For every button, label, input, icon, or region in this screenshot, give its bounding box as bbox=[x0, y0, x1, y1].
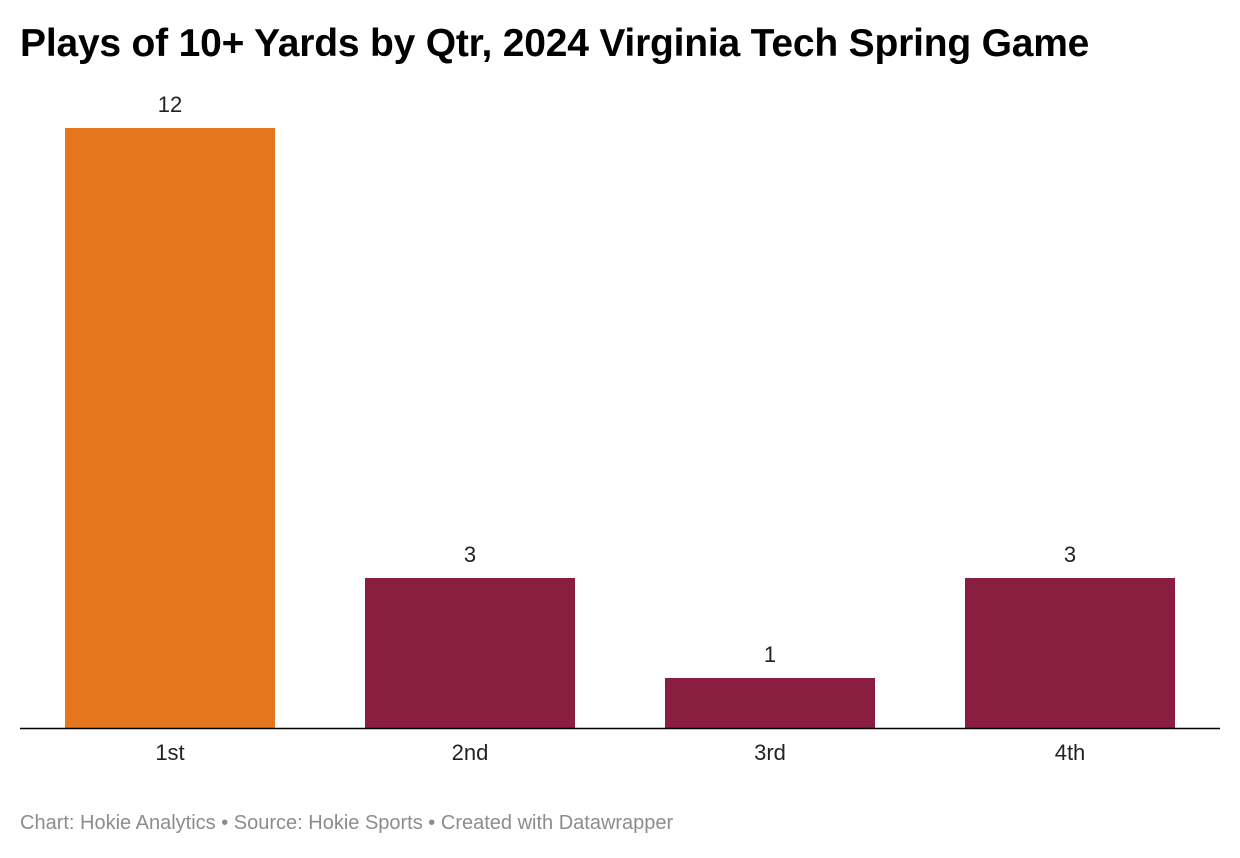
created-with-credit: Created with Datawrapper bbox=[441, 812, 673, 834]
footer-separator-1: • bbox=[216, 812, 234, 834]
value-label-3rd: 1 bbox=[764, 642, 776, 667]
x-tick-label-1st: 1st bbox=[155, 740, 184, 765]
source-credit: Source: Hokie Sports bbox=[234, 812, 423, 834]
x-tick-label-4th: 4th bbox=[1055, 740, 1086, 765]
x-tick-label-2nd: 2nd bbox=[452, 740, 489, 765]
value-label-1st: 12 bbox=[158, 92, 182, 117]
value-label-4th: 3 bbox=[1064, 542, 1076, 567]
bar-1st bbox=[65, 128, 275, 728]
bar-4th bbox=[965, 578, 1175, 728]
x-tick-label-3rd: 3rd bbox=[754, 740, 786, 765]
value-label-2nd: 3 bbox=[464, 542, 476, 567]
bars-group bbox=[65, 128, 1175, 728]
bar-2nd bbox=[365, 578, 575, 728]
chart-credit: Chart: Hokie Analytics bbox=[20, 812, 216, 834]
bar-3rd bbox=[665, 678, 875, 728]
footer-separator-2: • bbox=[423, 812, 441, 834]
chart-footer: Chart: Hokie Analytics • Source: Hokie S… bbox=[20, 812, 673, 835]
bar-chart: 12 3 1 3 1st 2nd 3rd 4th bbox=[0, 0, 1240, 858]
value-labels-group: 12 3 1 3 bbox=[158, 92, 1076, 667]
x-tick-labels-group: 1st 2nd 3rd 4th bbox=[155, 740, 1085, 765]
